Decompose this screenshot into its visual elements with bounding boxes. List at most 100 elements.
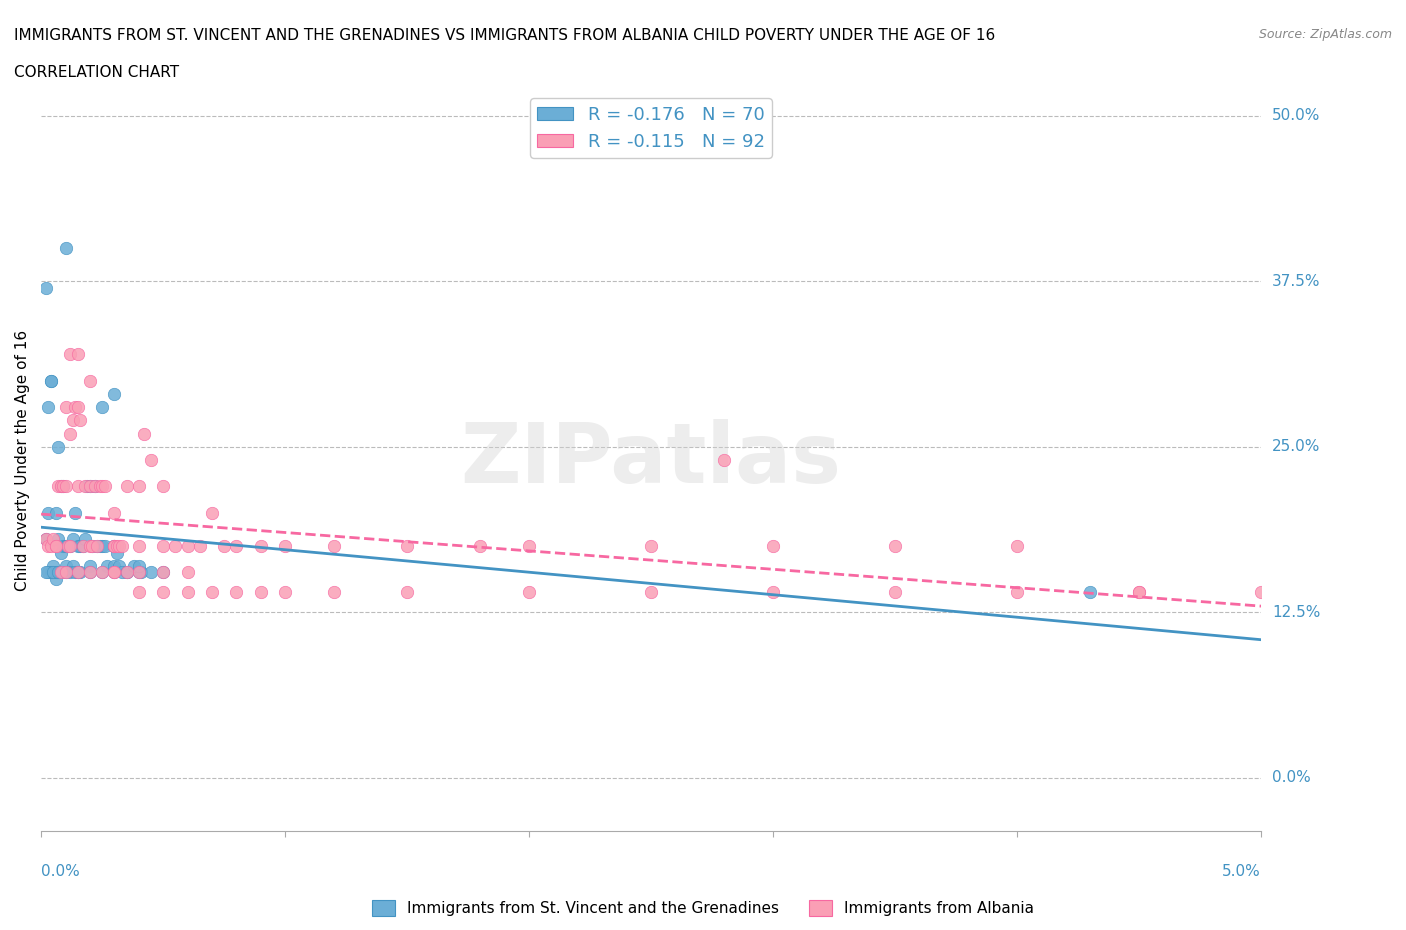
- Point: [59, 565, 82, 580]
- Point: [762, 585, 785, 600]
- Point: [83, 479, 105, 494]
- Point: [55, 558, 77, 573]
- Point: [115, 565, 138, 580]
- Point: [66, 565, 89, 580]
- Point: [115, 479, 138, 494]
- Point: [139, 453, 162, 468]
- Point: [76, 479, 98, 494]
- Point: [111, 565, 134, 580]
- Point: [91, 565, 114, 580]
- Point: [49, 479, 72, 494]
- Point: [103, 565, 125, 580]
- Point: [91, 538, 114, 553]
- Point: [37, 506, 59, 521]
- Point: [152, 538, 174, 553]
- Point: [103, 538, 125, 553]
- Point: [72, 538, 94, 553]
- Point: [103, 538, 125, 553]
- Point: [69, 565, 91, 580]
- Point: [1078, 585, 1101, 600]
- Point: [105, 545, 128, 560]
- Point: [103, 558, 125, 573]
- Point: [165, 538, 187, 553]
- Point: [72, 538, 94, 553]
- Point: [79, 558, 101, 573]
- Point: [128, 585, 150, 600]
- Point: [129, 565, 152, 580]
- Point: [274, 538, 297, 553]
- Point: [39, 538, 62, 553]
- Point: [35, 565, 58, 580]
- Point: [35, 281, 58, 296]
- Point: [52, 538, 75, 553]
- Y-axis label: Child Poverty Under the Age of 16: Child Poverty Under the Age of 16: [15, 329, 30, 591]
- Point: [188, 538, 211, 553]
- Point: [46, 565, 69, 580]
- Point: [66, 479, 89, 494]
- Point: [45, 506, 67, 521]
- Point: [65, 506, 87, 521]
- Point: [103, 565, 125, 580]
- Point: [37, 565, 59, 580]
- Point: [37, 400, 59, 415]
- Point: [128, 538, 150, 553]
- Point: [66, 565, 89, 580]
- Point: [86, 538, 108, 553]
- Point: [1005, 585, 1028, 600]
- Point: [225, 538, 247, 553]
- Point: [66, 565, 89, 580]
- Point: [55, 538, 77, 553]
- Point: [128, 565, 150, 580]
- Point: [66, 400, 89, 415]
- Point: [640, 538, 662, 553]
- Point: [128, 565, 150, 580]
- Point: [45, 538, 67, 553]
- Point: [132, 426, 155, 441]
- Point: [152, 585, 174, 600]
- Point: [79, 538, 101, 553]
- Point: [103, 538, 125, 553]
- Point: [91, 479, 114, 494]
- Point: [108, 558, 131, 573]
- Point: [762, 538, 785, 553]
- Text: IMMIGRANTS FROM ST. VINCENT AND THE GRENADINES VS IMMIGRANTS FROM ALBANIA CHILD : IMMIGRANTS FROM ST. VINCENT AND THE GREN…: [14, 28, 995, 43]
- Point: [45, 565, 67, 580]
- Point: [713, 453, 735, 468]
- Point: [82, 538, 104, 553]
- Point: [152, 565, 174, 580]
- Point: [55, 565, 77, 580]
- Point: [46, 479, 69, 494]
- Point: [176, 565, 198, 580]
- Point: [39, 373, 62, 388]
- Point: [45, 538, 67, 553]
- Point: [55, 538, 77, 553]
- Point: [249, 585, 271, 600]
- Point: [59, 538, 82, 553]
- Point: [103, 565, 125, 580]
- Point: [128, 479, 150, 494]
- Point: [39, 373, 62, 388]
- Point: [1250, 585, 1272, 600]
- Point: [122, 558, 145, 573]
- Point: [274, 585, 297, 600]
- Point: [49, 545, 72, 560]
- Point: [640, 585, 662, 600]
- Point: [35, 532, 58, 547]
- Text: 5.0%: 5.0%: [1222, 864, 1261, 879]
- Legend: Immigrants from St. Vincent and the Grenadines, Immigrants from Albania: Immigrants from St. Vincent and the Gren…: [366, 894, 1040, 923]
- Text: 12.5%: 12.5%: [1272, 604, 1320, 619]
- Point: [89, 538, 111, 553]
- Point: [46, 439, 69, 454]
- Point: [79, 373, 101, 388]
- Point: [59, 426, 82, 441]
- Point: [884, 585, 907, 600]
- Point: [103, 386, 125, 401]
- Text: 37.5%: 37.5%: [1272, 273, 1320, 289]
- Point: [59, 538, 82, 553]
- Point: [322, 585, 344, 600]
- Point: [152, 479, 174, 494]
- Point: [111, 538, 134, 553]
- Point: [91, 565, 114, 580]
- Point: [212, 538, 235, 553]
- Point: [52, 479, 75, 494]
